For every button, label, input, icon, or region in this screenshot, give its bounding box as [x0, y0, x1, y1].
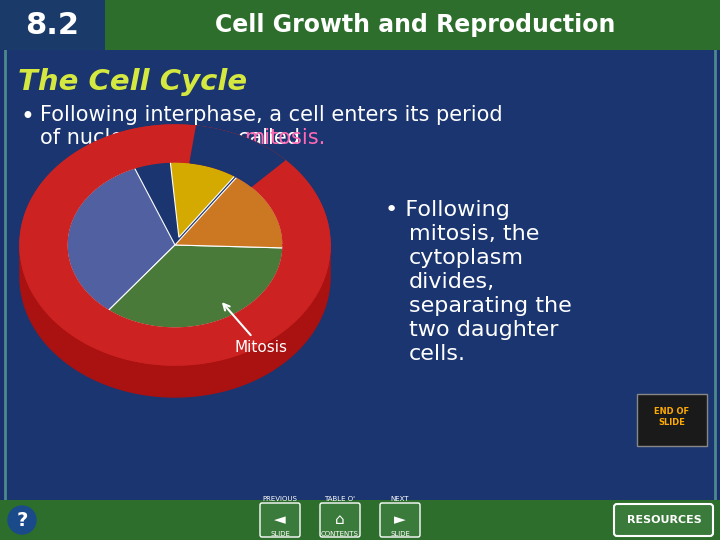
Text: RESOURCES: RESOURCES [626, 515, 701, 525]
Bar [0, 0, 720, 50]
Polygon shape [175, 177, 283, 248]
Text: ?: ? [17, 510, 27, 530]
Text: Following interphase, a cell enters its period: Following interphase, a cell enters its … [40, 105, 503, 125]
Text: ⌂: ⌂ [336, 512, 345, 528]
Text: divides,: divides, [409, 272, 495, 292]
Text: END OF: END OF [654, 407, 690, 416]
Text: mitosis, the: mitosis, the [409, 224, 539, 244]
Text: NEXT: NEXT [391, 496, 409, 502]
Text: SLIDE: SLIDE [390, 531, 410, 537]
Polygon shape [67, 247, 283, 350]
Text: Cell Growth and Reproduction: Cell Growth and Reproduction [215, 13, 615, 37]
Text: PREVIOUS: PREVIOUS [263, 496, 297, 502]
Circle shape [8, 506, 36, 534]
Text: two daughter: two daughter [409, 320, 559, 340]
Polygon shape [20, 125, 330, 365]
Text: •: • [20, 105, 34, 129]
FancyBboxPatch shape [5, 44, 715, 502]
Polygon shape [67, 246, 109, 333]
Text: • Following: • Following [385, 200, 510, 220]
Polygon shape [190, 126, 284, 186]
Polygon shape [67, 245, 283, 360]
Polygon shape [20, 125, 330, 365]
Text: SLIDE: SLIDE [659, 418, 685, 427]
Text: The Cell Cycle: The Cell Cycle [18, 68, 247, 96]
Text: ◄: ◄ [274, 512, 286, 528]
Text: 8.2: 8.2 [25, 10, 79, 39]
Text: TABLE O': TABLE O' [325, 496, 356, 502]
Text: of nuclear division called: of nuclear division called [40, 128, 307, 148]
Polygon shape [67, 168, 175, 310]
FancyBboxPatch shape [614, 504, 713, 536]
FancyBboxPatch shape [320, 503, 360, 537]
Polygon shape [20, 245, 330, 397]
Bar [0, 0, 105, 50]
Polygon shape [67, 162, 283, 328]
Bar [0, 500, 720, 540]
Polygon shape [169, 154, 240, 237]
Text: ►: ► [394, 512, 406, 528]
Polygon shape [109, 245, 283, 328]
Text: CONTENTS: CONTENTS [321, 531, 359, 537]
Text: mitosis.: mitosis. [244, 128, 325, 148]
Text: cells.: cells. [409, 344, 466, 364]
FancyBboxPatch shape [260, 503, 300, 537]
Polygon shape [109, 248, 283, 350]
Text: SLIDE: SLIDE [270, 531, 290, 537]
Text: Mitosis: Mitosis [223, 304, 288, 355]
FancyBboxPatch shape [380, 503, 420, 537]
Text: cytoplasm: cytoplasm [409, 248, 524, 268]
FancyBboxPatch shape [637, 394, 707, 446]
Text: separating the: separating the [409, 296, 572, 316]
